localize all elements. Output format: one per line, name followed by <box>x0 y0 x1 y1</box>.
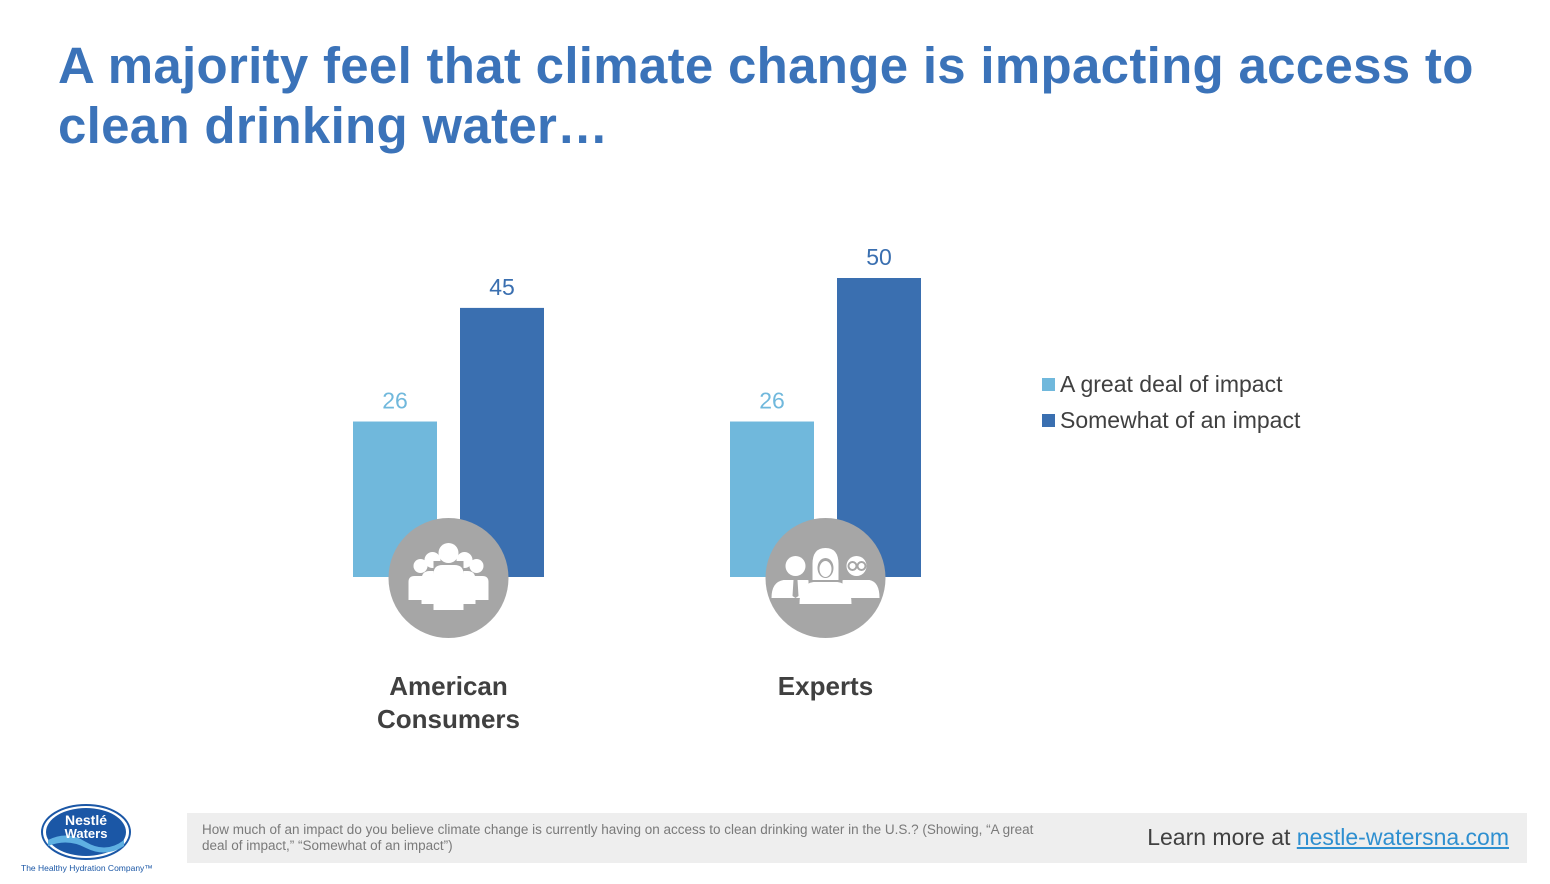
bar-value-label: 26 <box>759 388 785 414</box>
legend: A great deal of impact Somewhat of an im… <box>1042 366 1300 438</box>
category-labels-layer: American Consumers Experts <box>377 671 873 734</box>
category-label: Experts <box>778 671 873 701</box>
website-link[interactable]: nestle-watersna.com <box>1296 824 1509 850</box>
page-title: A majority feel that climate change is i… <box>58 37 1474 154</box>
legend-swatch-light <box>1042 377 1055 391</box>
bar-value-label: 26 <box>382 388 408 414</box>
logo-tagline: The Healthy Hydration Company™ <box>21 863 153 873</box>
survey-question-footnote: How much of an impact do you believe cli… <box>202 822 1034 853</box>
legend-item-somewhat: Somewhat of an impact <box>1042 402 1300 438</box>
nestle-waters-logo: Nestlé Waters The Healthy Hydration Comp… <box>21 804 153 873</box>
bar-value-label: 50 <box>866 244 892 270</box>
category-icons-layer <box>388 518 886 638</box>
category-label: American Consumers <box>377 671 520 734</box>
footer-bar: How much of an impact do you believe cli… <box>187 813 1527 863</box>
value-labels-layer: 26 45 26 50 <box>382 244 892 414</box>
learn-more-prefix: Learn more at <box>1147 824 1297 850</box>
legend-swatch-dark <box>1042 413 1055 427</box>
learn-more: Learn more at nestle-watersna.com <box>1147 824 1509 851</box>
logo-line2: Waters <box>65 826 108 841</box>
legend-label: Somewhat of an impact <box>1060 406 1301 433</box>
group-people-icon <box>388 518 509 638</box>
experts-people-icon <box>765 518 886 638</box>
bar-value-label: 45 <box>489 274 515 300</box>
legend-label: A great deal of impact <box>1060 370 1283 397</box>
legend-item-great-deal: A great deal of impact <box>1042 366 1300 402</box>
logo-line1: Nestlé <box>65 812 107 828</box>
